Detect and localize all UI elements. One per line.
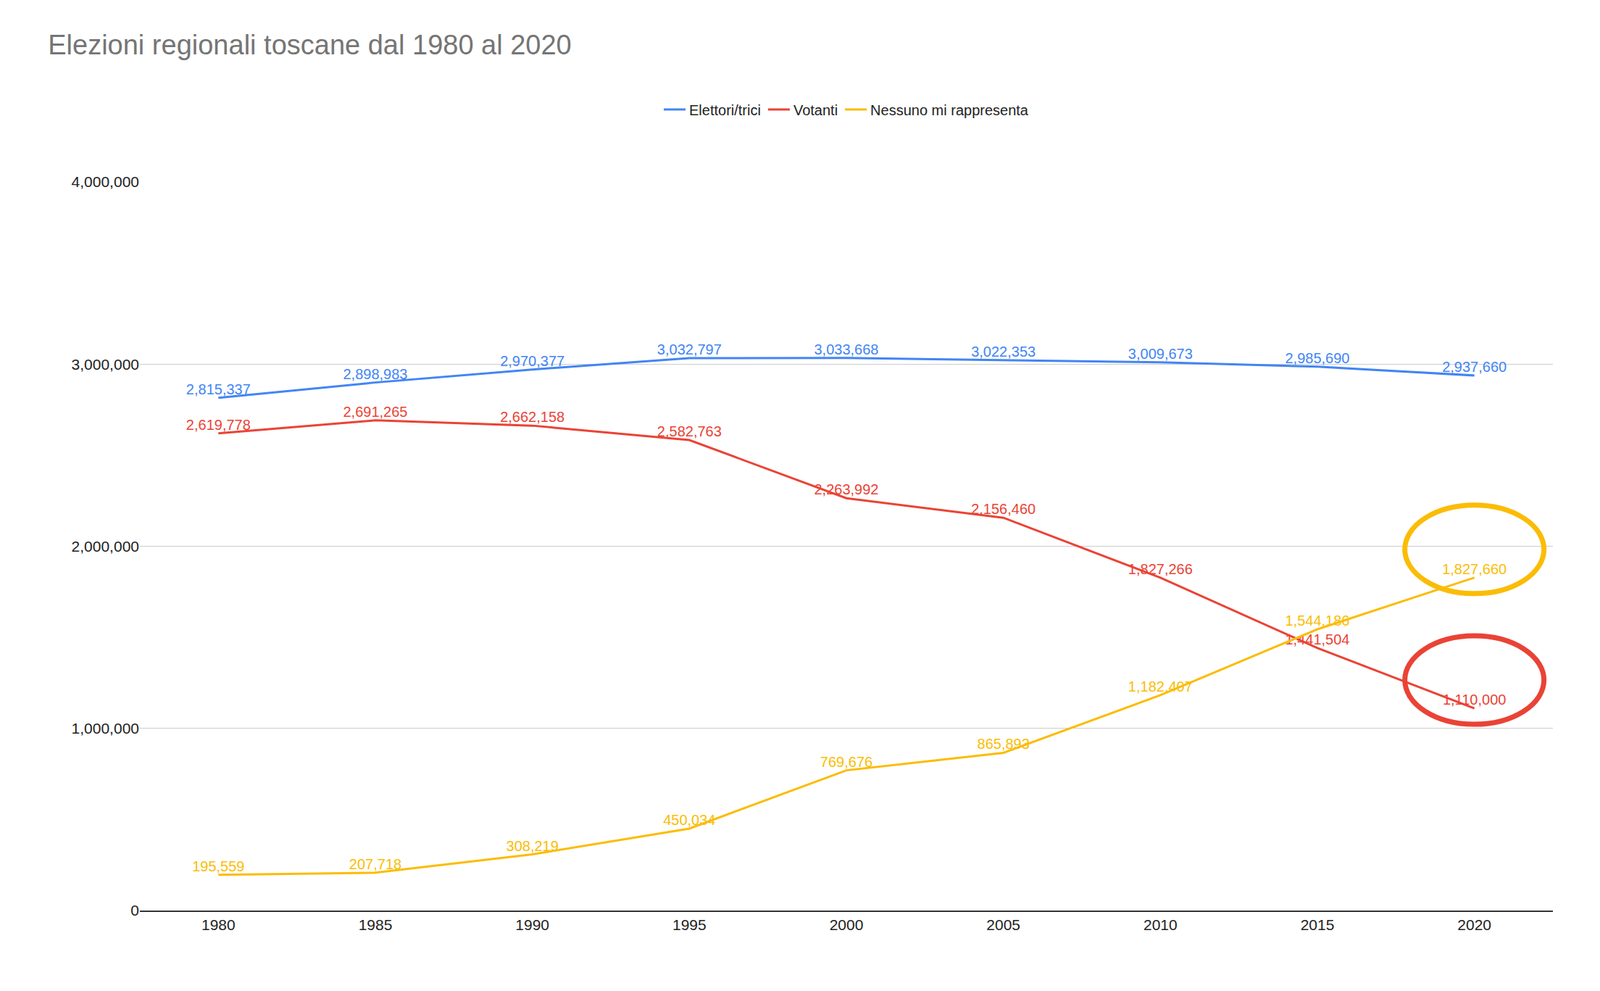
svg-text:2005: 2005 [986, 915, 1021, 933]
svg-text:Votanti: Votanti [793, 102, 838, 119]
svg-text:1,000,000: 1,000,000 [71, 719, 140, 737]
svg-text:Elezioni regionali toscane dal: Elezioni regionali toscane dal 1980 al 2… [47, 29, 572, 61]
svg-text:2020: 2020 [1457, 915, 1492, 933]
svg-text:2,970,377: 2,970,377 [500, 352, 565, 369]
svg-text:Nessuno mi rappresenta: Nessuno mi rappresenta [870, 102, 1029, 119]
svg-text:1990: 1990 [515, 915, 550, 933]
svg-text:2,662,158: 2,662,158 [500, 408, 565, 425]
svg-text:3,022,353: 3,022,353 [971, 343, 1036, 360]
svg-text:450,034: 450,034 [663, 811, 716, 828]
svg-text:2010: 2010 [1143, 915, 1178, 933]
svg-text:1985: 1985 [358, 915, 393, 933]
svg-text:4,000,000: 4,000,000 [71, 173, 140, 190]
svg-text:3,000,000: 3,000,000 [71, 355, 140, 373]
svg-text:2,156,460: 2,156,460 [971, 500, 1036, 517]
svg-text:1995: 1995 [672, 915, 707, 933]
svg-text:195,559: 195,559 [192, 857, 245, 874]
svg-text:1980: 1980 [201, 915, 236, 933]
svg-text:2,619,778: 2,619,778 [186, 416, 251, 433]
svg-text:2,691,265: 2,691,265 [343, 403, 408, 420]
svg-text:2,898,983: 2,898,983 [343, 365, 408, 382]
svg-text:2,815,337: 2,815,337 [186, 381, 251, 398]
svg-text:308,219: 308,219 [506, 837, 559, 854]
svg-text:2,263,992: 2,263,992 [814, 481, 879, 498]
svg-text:207,718: 207,718 [349, 855, 402, 872]
svg-text:2,937,660: 2,937,660 [1442, 358, 1507, 375]
svg-text:2,000,000: 2,000,000 [71, 537, 140, 555]
svg-text:3,009,673: 3,009,673 [1128, 345, 1193, 362]
svg-text:1,441,504: 1,441,504 [1285, 631, 1350, 648]
svg-text:1,544,186: 1,544,186 [1285, 612, 1350, 629]
svg-text:2,582,763: 2,582,763 [657, 423, 722, 440]
svg-text:0: 0 [130, 901, 140, 919]
svg-text:2,985,690: 2,985,690 [1285, 350, 1350, 366]
svg-text:3,032,797: 3,032,797 [657, 341, 722, 358]
svg-text:1,827,266: 1,827,266 [1128, 560, 1193, 577]
svg-text:865,893: 865,893 [977, 735, 1030, 752]
svg-text:1,110,000: 1,110,000 [1442, 691, 1506, 708]
svg-text:2015: 2015 [1300, 915, 1335, 933]
svg-text:769,676: 769,676 [820, 753, 873, 770]
svg-text:1,827,660: 1,827,660 [1442, 560, 1507, 577]
svg-text:2000: 2000 [829, 915, 864, 933]
svg-text:Elettori/trici: Elettori/trici [689, 102, 761, 119]
svg-text:3,033,668: 3,033,668 [814, 341, 879, 358]
svg-text:1,182,407: 1,182,407 [1128, 678, 1193, 695]
